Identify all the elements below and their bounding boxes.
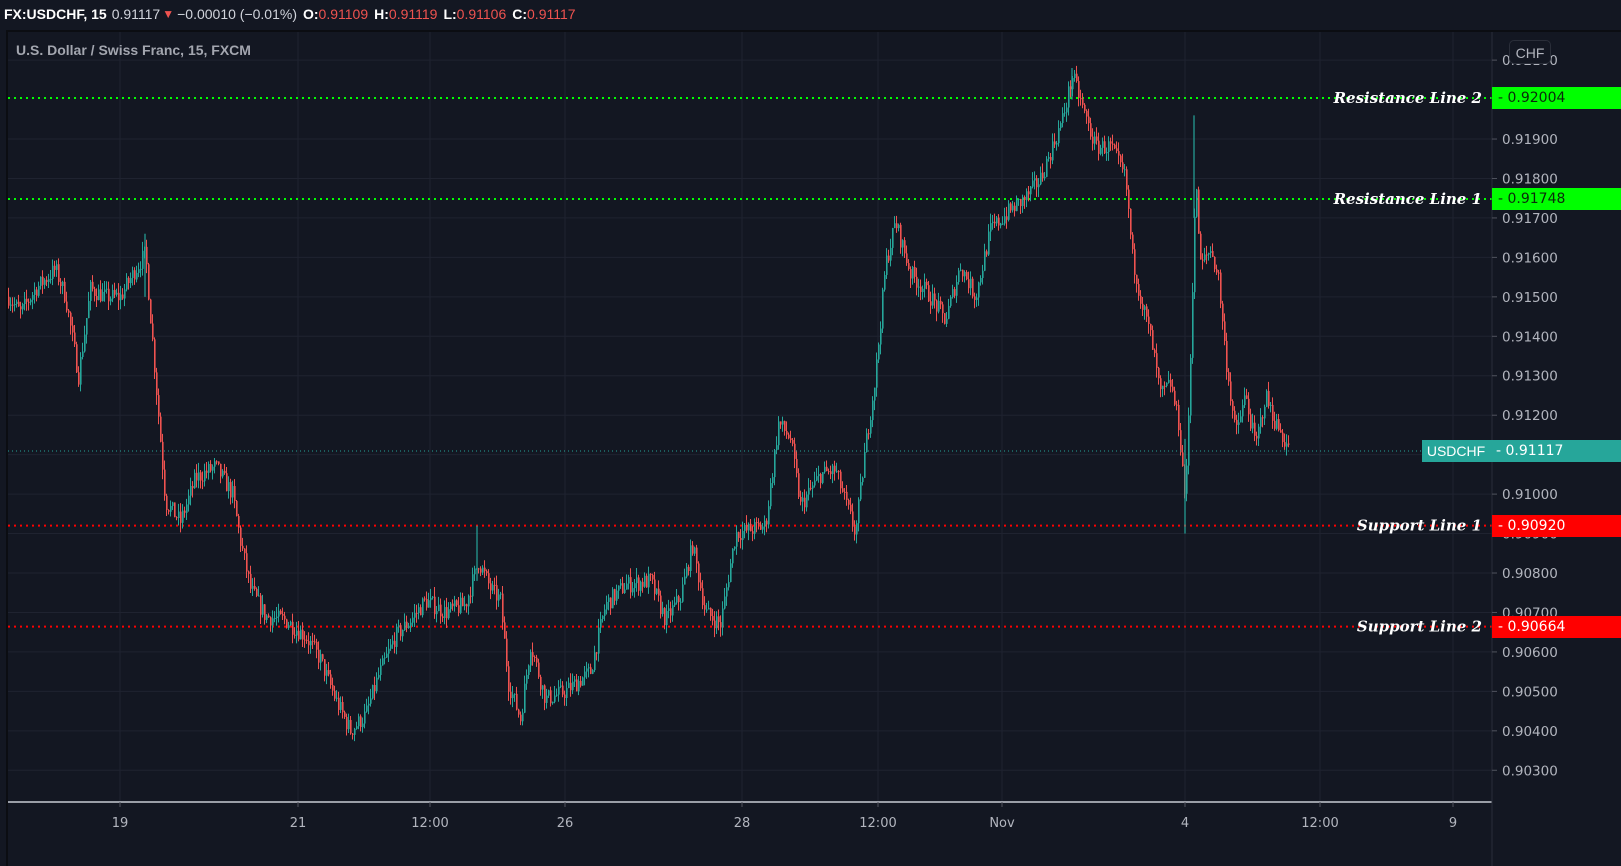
price-tick-label: 0.91900 (1502, 132, 1558, 148)
support-price-tag: - 0.90664 (1492, 615, 1621, 638)
price-tick-label: 0.90400 (1502, 724, 1558, 740)
symbol-name[interactable]: FX:USDCHF, 15 (4, 5, 107, 22)
last-price: 0.91117 (111, 5, 161, 22)
time-tick-label: 12:00 (411, 816, 448, 831)
symbol-price-tag: USDCHF (1422, 440, 1490, 462)
support-line-label: Support Line 1 (1357, 517, 1482, 535)
time-tick-label: 12:00 (859, 816, 896, 831)
resistance-price-tag: - 0.92004 (1492, 87, 1621, 109)
price-tick-label: 0.90600 (1502, 645, 1558, 661)
price-axis[interactable]: 0.921000.919000.918000.917000.916000.915… (1492, 53, 1558, 779)
last-price-tag-value: 0.91117 (1505, 443, 1564, 459)
support-line-label: Support Line 2 (1357, 618, 1482, 636)
price-tick-label: 0.91000 (1502, 487, 1558, 503)
price-tick-label: 0.91800 (1502, 171, 1558, 187)
price-tick-label: 0.91200 (1502, 408, 1558, 424)
time-tick-label: 19 (112, 816, 129, 831)
price-tick-label: 0.90500 (1502, 684, 1558, 700)
resistance-price-tag: - 0.91748 (1492, 188, 1621, 210)
open-value: 0.91109 (318, 5, 369, 22)
horizontal-lines (8, 97, 1492, 628)
support-price-tag: - 0.90920 (1492, 514, 1621, 537)
time-tick-label: 21 (290, 816, 307, 831)
time-tick-label: 12:00 (1301, 816, 1338, 831)
price-tick-label: 0.90800 (1502, 566, 1558, 582)
grid-lines (8, 32, 1492, 802)
price-change: −0.00010 (−0.01%) (177, 5, 297, 22)
price-tick-label: 0.91300 (1502, 369, 1558, 385)
open-key: O: (302, 5, 319, 22)
pane-title: U.S. Dollar / Swiss Franc, 15, FXCM (16, 42, 251, 58)
close-value: 0.91117 (527, 5, 576, 22)
high-key: H: (374, 5, 389, 22)
close-key: C: (512, 5, 528, 22)
time-tick-label: Nov (989, 816, 1015, 831)
line-labels: Resistance Line 2 Resistance Line 1 Suppor… (1333, 89, 1482, 636)
time-axis[interactable]: 19 21 12:00 26 28 12:00 Nov 4 12:00 9 (112, 802, 1457, 831)
time-tick-label: 26 (557, 816, 574, 831)
price-tick-label: 0.90300 (1502, 763, 1558, 779)
candles (8, 65, 1290, 742)
time-tick-label: 4 (1181, 816, 1189, 831)
price-tick-label: 0.91500 (1502, 290, 1558, 306)
currency-button[interactable]: CHF (1509, 40, 1551, 64)
triangle-down-icon: ▼ (162, 6, 175, 21)
resistance-line-label: Resistance Line 1 (1333, 190, 1482, 208)
price-tick-label: 0.91400 (1502, 329, 1558, 345)
high-value: 0.91119 (388, 5, 438, 22)
low-value: 0.91106 (456, 5, 507, 22)
price-tick-label: 0.91700 (1502, 211, 1558, 227)
low-key: L: (443, 5, 457, 22)
price-tick-label: 0.91600 (1502, 250, 1558, 266)
chart-frame (6, 30, 1621, 866)
time-tick-label: 9 (1449, 816, 1457, 831)
resistance-line-label: Resistance Line 2 (1333, 89, 1482, 107)
last-price-tag: - 0.91117 (1490, 440, 1621, 462)
symbol-header: FX:USDCHF, 15 0.91117 ▼ −0.00010 (−0.01%… (0, 0, 1621, 27)
time-tick-label: 28 (734, 816, 751, 831)
